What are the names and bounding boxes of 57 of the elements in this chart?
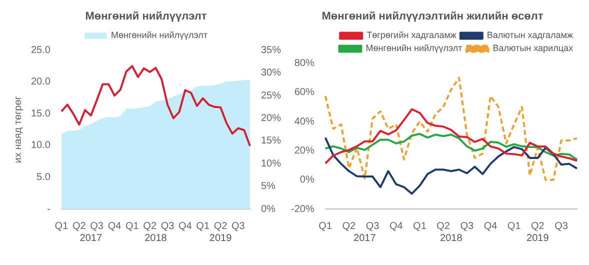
x-tick-label: Q3: [460, 220, 474, 232]
y2-tick-label: 25%: [260, 90, 282, 102]
x-tick-label: Q3: [160, 220, 175, 232]
y-tick-label: 40%: [294, 116, 314, 128]
x-tick-label: Q1: [413, 220, 427, 232]
x-tick-label: Q2: [436, 220, 450, 232]
x-tick-label: Q2: [531, 220, 545, 232]
chart-title: Мөнгөний нийлүүлэлтийн жилийн өсөлт: [322, 10, 544, 23]
x-tick-label: Q2: [342, 220, 356, 232]
legend-label: Мөнгөнийн нийлүүлэлт: [366, 43, 462, 54]
y-tick-label: -20%: [290, 204, 314, 215]
y-tick-label: -: [47, 204, 50, 215]
text: 2019: [526, 232, 550, 244]
y-tick-label: 20%: [294, 145, 314, 156]
x-tick-label: Q3: [232, 220, 246, 232]
x-tick-label: Q4: [108, 220, 122, 232]
y-axis-title: их наяд төгрөг: [12, 96, 24, 164]
y2-tick-label: 0%: [260, 204, 276, 215]
y2-tick-label: 30%: [260, 68, 282, 79]
y2-tick-label: 10%: [260, 158, 282, 170]
y2-tick-label: 15%: [260, 136, 282, 147]
x-tick-label: Q2: [72, 220, 86, 232]
x-tick-label: Q4: [484, 220, 498, 232]
text: 2019: [209, 232, 232, 244]
y-tick-label: 10.0: [30, 140, 51, 152]
y-tick-label: 20.0: [30, 76, 51, 88]
x-tick-label: Q2: [214, 220, 228, 232]
x-tick-label: Q1: [318, 220, 332, 232]
x-tick-label: Q1: [125, 220, 140, 232]
y2-tick-label: 20%: [260, 113, 282, 124]
text: 2017: [80, 232, 102, 244]
y-tick-label: 5.0: [36, 172, 51, 183]
x-tick-label: Q1: [54, 220, 69, 232]
chart-title: Мөнгөний нийлүүлэлт: [85, 10, 208, 23]
legend-label: Валютын хадгаламж: [486, 30, 574, 40]
x-tick-label: Q4: [178, 220, 192, 232]
x-tick-label: Q2: [143, 220, 157, 232]
x-tick-label: Q1: [507, 220, 522, 232]
legend-label: Төгрөгийн хадгаламж: [366, 30, 456, 40]
text: 2018: [440, 232, 463, 244]
y-tick-label: 25.0: [30, 44, 51, 56]
x-tick-label: Q3: [90, 220, 104, 232]
y2-tick-label: 35%: [260, 44, 282, 56]
text: 2017: [354, 232, 376, 244]
x-tick-label: Q3: [366, 220, 380, 232]
y-tick-label: 15.0: [30, 108, 51, 120]
x-tick-label: Q1: [196, 220, 210, 232]
x-tick-label: Q4: [389, 220, 404, 232]
x-tick-label: Q3: [554, 220, 568, 232]
legend-label: Мөнгөнийн нийлүүлэлт: [110, 30, 208, 40]
line-series: [324, 76, 578, 181]
y-tick-label: 0%: [300, 174, 314, 186]
legend-label: Валютын харилцах: [492, 43, 574, 54]
y-tick-label: 60%: [294, 87, 314, 98]
text: 2018: [144, 232, 168, 244]
y-tick-label: 80%: [294, 58, 314, 69]
y2-tick-label: 5%: [260, 181, 276, 192]
